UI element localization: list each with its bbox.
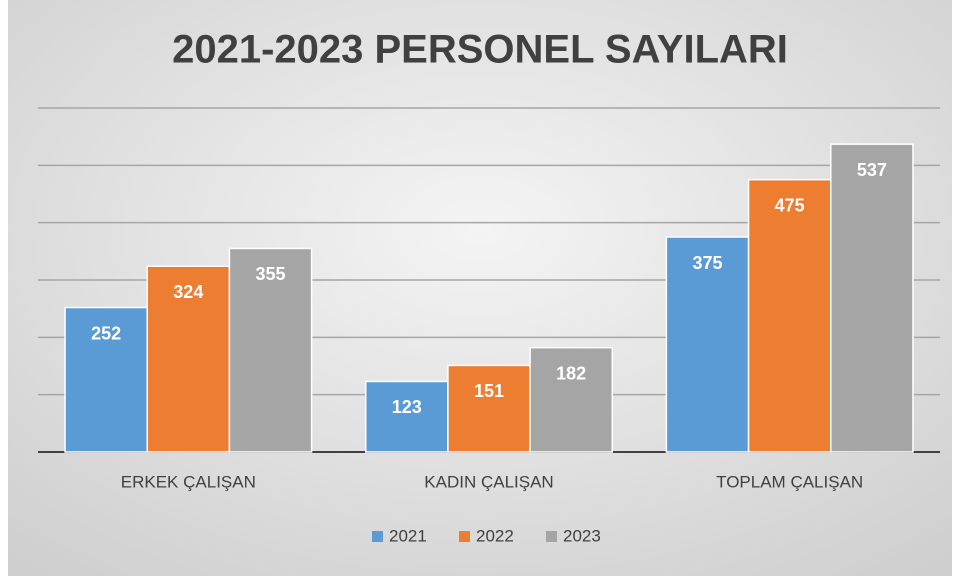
bar <box>146 265 231 453</box>
bar <box>228 247 313 453</box>
bar <box>447 364 531 453</box>
x-tick-label: TOPLAM ÇALIŞAN <box>716 472 863 491</box>
bar <box>64 306 148 453</box>
data-label: 475 <box>775 195 805 215</box>
data-label: 375 <box>692 253 722 273</box>
bar <box>830 143 914 453</box>
data-label: 151 <box>474 381 504 401</box>
data-label: 252 <box>91 323 121 343</box>
chart-title: 2021-2023 PERSONEL SAYILARI <box>172 28 788 72</box>
x-tick-label: ERKEK ÇALIŞAN <box>121 472 256 491</box>
legend-swatch <box>372 531 383 542</box>
legend-swatch <box>546 531 557 542</box>
bar <box>529 346 614 453</box>
legend-swatch <box>459 531 470 542</box>
data-label: 537 <box>857 160 887 180</box>
data-label: 355 <box>255 264 285 284</box>
data-label: 182 <box>556 363 586 383</box>
x-tick-label: KADIN ÇALIŞAN <box>424 472 553 491</box>
data-label: 123 <box>392 397 422 417</box>
data-label: 324 <box>173 282 203 302</box>
bar <box>364 380 449 453</box>
legend-label: 2022 <box>476 526 514 545</box>
bar <box>665 236 750 453</box>
legend-label: 2023 <box>563 526 601 545</box>
legend-label: 2021 <box>389 526 427 545</box>
bar <box>747 178 832 453</box>
